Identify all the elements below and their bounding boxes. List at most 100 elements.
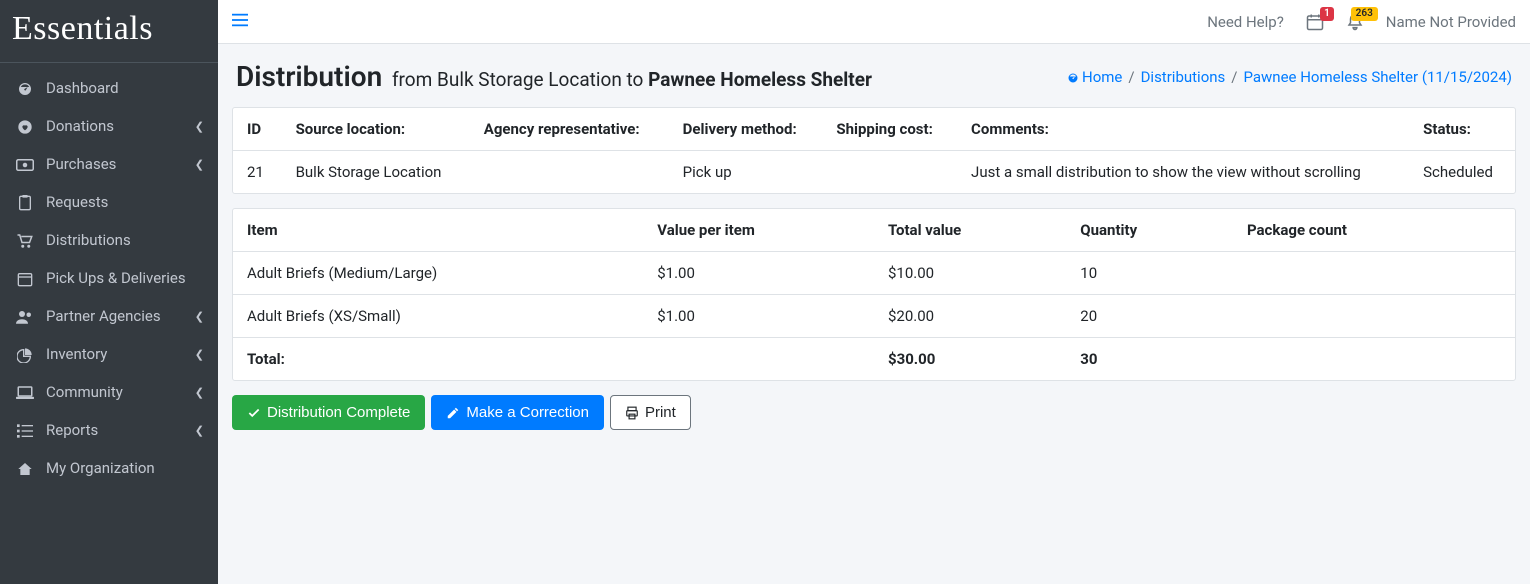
make-correction-button[interactable]: Make a Correction (431, 395, 604, 430)
col-delivery: Delivery method: (669, 108, 823, 151)
list-icon (14, 421, 36, 439)
page-subtitle-strong: Pawnee Homeless Shelter (648, 68, 872, 91)
item-row: Adult Briefs (XS/Small) $1.00 $20.00 20 (233, 295, 1515, 338)
clipboard-icon (14, 193, 36, 211)
col-id: ID (233, 108, 282, 151)
check-icon (247, 406, 261, 420)
cell-quantity: 10 (1066, 252, 1233, 295)
sidebar: Essentials Dashboard Donations ❮ Purchas… (0, 0, 218, 584)
item-row: Adult Briefs (Medium/Large) $1.00 $10.00… (233, 252, 1515, 295)
cell-total-quantity: 30 (1066, 338, 1233, 381)
chevron-left-icon: ❮ (195, 120, 204, 133)
brand[interactable]: Essentials (0, 0, 218, 63)
print-icon (625, 406, 639, 420)
sidebar-item-label: Partner Agencies (46, 307, 195, 325)
sidebar-item-requests[interactable]: Requests (0, 183, 218, 221)
details-row: 21 Bulk Storage Location Pick up Just a … (233, 151, 1515, 194)
sidebar-item-dashboard[interactable]: Dashboard (0, 69, 218, 107)
col-status: Status: (1409, 108, 1515, 151)
hamburger-icon[interactable] (232, 12, 248, 31)
user-menu[interactable]: Name Not Provided (1386, 13, 1516, 31)
sidebar-item-label: Dashboard (46, 79, 204, 97)
sidebar-nav: Dashboard Donations ❮ Purchases ❮ Reques… (0, 63, 218, 493)
breadcrumb-current[interactable]: Pawnee Homeless Shelter (11/15/2024) (1243, 68, 1512, 86)
breadcrumb: Home / Distributions / Pawnee Homeless S… (1066, 68, 1512, 86)
cell-comments: Just a small distribution to show the vi… (957, 151, 1409, 194)
cell-value-per-item: $1.00 (643, 295, 874, 338)
sidebar-item-label: Requests (46, 193, 204, 211)
cell-value-per-item: $1.00 (643, 252, 874, 295)
col-value-per-item: Value per item (643, 209, 874, 252)
distribution-complete-button[interactable]: Distribution Complete (232, 395, 425, 430)
cell-shipping (822, 151, 957, 194)
sidebar-item-distributions[interactable]: Distributions (0, 221, 218, 259)
calendar-icon (14, 269, 36, 287)
sidebar-item-label: Distributions (46, 231, 204, 249)
chevron-left-icon: ❮ (195, 386, 204, 399)
sidebar-item-label: Community (46, 383, 195, 401)
calendar-notifications[interactable]: 1 (1306, 13, 1324, 31)
cell-total-value: $30.00 (874, 338, 1066, 381)
topbar: Need Help? 1 263 Name Not Provided (218, 0, 1530, 44)
details-table: ID Source location: Agency representativ… (233, 108, 1515, 193)
sidebar-item-community[interactable]: Community ❮ (0, 373, 218, 411)
button-label: Distribution Complete (267, 404, 410, 421)
sidebar-item-pickups[interactable]: Pick Ups & Deliveries (0, 259, 218, 297)
bell-notifications[interactable]: 263 (1346, 13, 1364, 31)
chevron-left-icon: ❮ (195, 158, 204, 171)
page-subtitle-prefix: from Bulk Storage Location to (392, 68, 648, 91)
page-subtitle: from Bulk Storage Location to Pawnee Hom… (392, 68, 872, 91)
col-item: Item (233, 209, 643, 252)
cell-total-value: $20.00 (874, 295, 1066, 338)
breadcrumb-home[interactable]: Home (1066, 68, 1122, 86)
cell-package-count (1233, 252, 1515, 295)
sidebar-item-inventory[interactable]: Inventory ❮ (0, 335, 218, 373)
print-button[interactable]: Print (610, 395, 691, 430)
cell-empty (643, 338, 874, 381)
cell-quantity: 20 (1066, 295, 1233, 338)
gauge-icon (14, 79, 36, 97)
cell-total-label: Total: (233, 338, 643, 381)
breadcrumb-sep: / (1128, 68, 1134, 86)
gauge-icon (1066, 72, 1080, 84)
content-header: Distribution from Bulk Storage Location … (218, 44, 1530, 107)
cell-package-count (1233, 295, 1515, 338)
button-label: Make a Correction (466, 404, 589, 421)
breadcrumb-distributions[interactable]: Distributions (1141, 68, 1226, 86)
col-quantity: Quantity (1066, 209, 1233, 252)
home-icon (14, 459, 36, 477)
heart-circle-icon (14, 117, 36, 135)
col-total-value: Total value (874, 209, 1066, 252)
sidebar-item-label: Reports (46, 421, 195, 439)
sidebar-item-purchases[interactable]: Purchases ❮ (0, 145, 218, 183)
totals-row: Total: $30.00 30 (233, 338, 1515, 381)
col-comments: Comments: (957, 108, 1409, 151)
main: Need Help? 1 263 Name Not Provided Distr… (218, 0, 1530, 584)
col-shipping: Shipping cost: (822, 108, 957, 151)
cell-empty (1233, 338, 1515, 381)
col-package-count: Package count (1233, 209, 1515, 252)
sidebar-item-label: Pick Ups & Deliveries (46, 269, 204, 287)
need-help-link[interactable]: Need Help? (1207, 13, 1284, 31)
sidebar-item-partner-agencies[interactable]: Partner Agencies ❮ (0, 297, 218, 335)
sidebar-item-donations[interactable]: Donations ❮ (0, 107, 218, 145)
pie-icon (14, 345, 36, 363)
cell-source: Bulk Storage Location (282, 151, 470, 194)
cell-total-value: $10.00 (874, 252, 1066, 295)
sidebar-item-reports[interactable]: Reports ❮ (0, 411, 218, 449)
cell-status: Scheduled (1409, 151, 1515, 194)
chevron-left-icon: ❮ (195, 348, 204, 361)
breadcrumb-home-label: Home (1082, 68, 1122, 86)
cell-item: Adult Briefs (XS/Small) (233, 295, 643, 338)
col-source: Source location: (282, 108, 470, 151)
cell-id: 21 (233, 151, 282, 194)
brand-text: Essentials (12, 10, 153, 47)
content-body: ID Source location: Agency representativ… (218, 107, 1530, 454)
calendar-badge: 1 (1320, 7, 1334, 21)
sidebar-item-my-organization[interactable]: My Organization (0, 449, 218, 487)
money-icon (14, 155, 36, 173)
cart-icon (14, 231, 36, 249)
cell-agency-rep (470, 151, 669, 194)
sidebar-item-label: Donations (46, 117, 195, 135)
chevron-left-icon: ❮ (195, 424, 204, 437)
